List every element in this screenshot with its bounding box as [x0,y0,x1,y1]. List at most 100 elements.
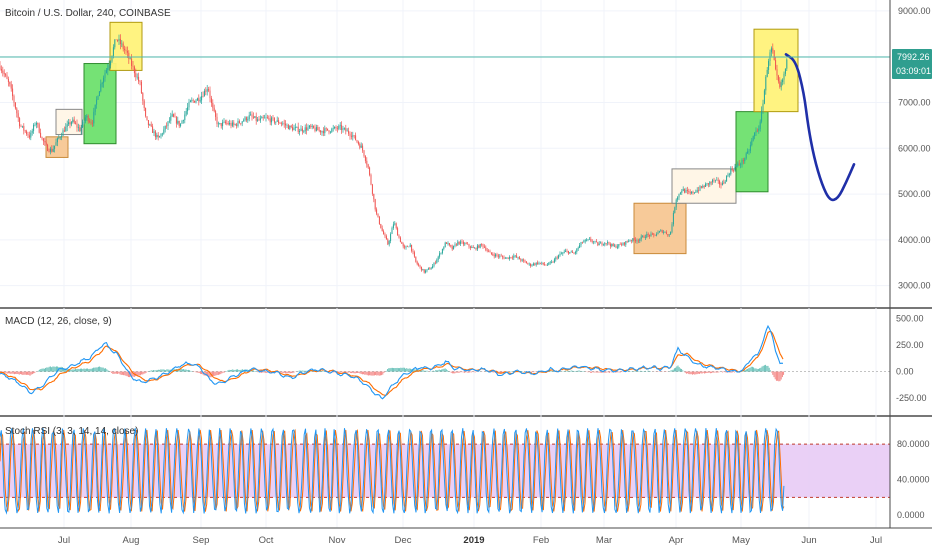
price-candle-body [768,61,770,70]
price-candle-body [591,240,593,242]
price-candle-body [355,135,357,141]
price-candle-body [773,50,775,61]
price-candle-body [516,255,518,258]
price-candle-body [184,114,186,121]
price-candle-body [763,90,765,104]
price-candle-body [188,102,190,108]
price-candle-body [154,131,156,138]
price-candle-body [427,268,429,270]
price-candle-body [247,119,249,121]
price-candle-body [570,251,572,253]
price-candle-body [0,65,1,70]
price-candle-body [572,251,574,253]
price-candle-body [101,82,103,85]
price-candle-body [457,241,459,246]
price-candle-body [226,122,228,124]
price-candle-body [227,123,229,125]
price-candle-body [439,253,441,257]
price-candles[interactable] [0,34,788,274]
price-candle-body [593,241,595,243]
price-candle-body [713,179,715,181]
price-candle-body [285,123,287,126]
price-candle-body [115,39,117,41]
price-candle-body [524,260,526,262]
price-candle-body [783,73,785,80]
price-candle-body [178,120,180,127]
price-candle-body [160,133,162,137]
price-candle-body [47,144,49,151]
price-candle-body [163,129,165,134]
price-candle-body [38,124,40,133]
price-candle-body [629,240,631,242]
price-candle-body [129,58,131,60]
price-candle-body [55,142,57,146]
price-candle-body [332,128,334,129]
price-candle-body [660,230,662,232]
price-candle-body [174,116,176,118]
price-candle-body [48,150,50,152]
price-candle-body [367,164,369,168]
price-candle-body [447,243,449,244]
price-candle-body [436,259,438,263]
price-candle-body [538,262,540,264]
price-candle-body [136,76,138,78]
price-candle-body [679,192,681,194]
price-candle-body [539,262,541,264]
price-candle-body [646,234,648,238]
price-candle-body [215,111,217,117]
time-axis-label: Apr [669,535,684,546]
price-candle-body [747,151,749,154]
price-candle-body [650,233,652,237]
price-candle-body [348,130,350,134]
price-candle-body [437,256,439,260]
price-candle-body [412,250,414,253]
price-candle-body [287,125,289,130]
price-candle-body [166,125,168,127]
price-candle-body [432,266,434,269]
price-candle-body [615,245,617,248]
time-axis[interactable]: Jul Aug Sep Oct Nov Dec 2019 Feb Mar Apr May Jun Jul [0,527,932,546]
price-candle-body [675,199,677,208]
price-candle-body [189,100,191,103]
stoch-rsi-pane: Stoch RSI (3, 3, 14, 14, close) 80.0000 4… [0,416,930,528]
price-candle-body [76,123,78,128]
price-candle-body [553,259,555,263]
price-candle-body [766,69,768,77]
price-candle-body [320,130,322,133]
stoch-rsi-y-axis[interactable]: 80.0000 40.0000 0.0000 [897,439,930,520]
price-candle-body [210,98,212,103]
price-candle-body [311,125,313,127]
price-candle-body [255,116,257,121]
stoch-rsi-y-tick-label: 40.0000 [897,475,930,485]
price-candle-body [293,127,295,131]
highlight-box [753,28,799,113]
macd-pane: MACD (12, 26, close, 9) 500.00 250.00 0.00… [0,308,927,416]
price-candle-body [105,70,107,74]
highlight-box [109,21,143,71]
price-candle-body [486,250,488,251]
price-candle-body [280,123,282,125]
price-candle-body [618,244,620,247]
price-candle-body [730,169,732,175]
time-axis-label: Jul [870,535,882,546]
price-candle-body [308,125,310,128]
macd-y-axis[interactable]: 500.00 250.00 0.00 -250.00 [896,313,927,403]
price-candle-body [198,98,200,102]
price-candle-body [271,117,273,123]
price-candle-body [257,119,259,121]
price-candle-body [194,100,196,103]
time-axis-label: Jul [58,535,70,546]
price-candle-body [21,125,23,127]
price-candle-body [422,269,424,271]
price-candle-body [243,120,245,122]
price-candle-body [779,81,781,88]
price-candle-body [525,261,527,264]
price-candle-body [454,244,456,246]
price-candle-body [605,243,607,244]
macd-title: MACD (12, 26, close, 9) [5,316,112,327]
price-candle-body [306,127,308,131]
price-candle-body [315,127,317,131]
price-candle-body [16,108,18,114]
price-candle-body [392,224,394,228]
price-candle-body [196,98,198,101]
